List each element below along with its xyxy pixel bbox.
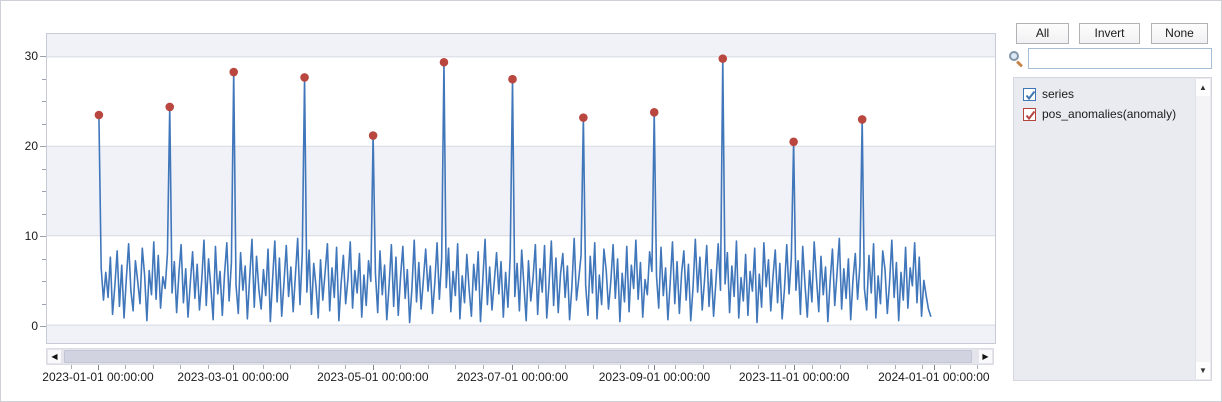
y-major-tick bbox=[40, 236, 46, 237]
x-major-tick bbox=[372, 364, 374, 370]
x-minor-tick bbox=[317, 364, 319, 369]
x-minor-tick bbox=[757, 364, 759, 369]
down-arrow-glyph: ▼ bbox=[1199, 366, 1207, 375]
y-tick-label: 20 bbox=[24, 139, 38, 153]
x-minor-tick bbox=[125, 364, 127, 369]
x-minor-tick bbox=[207, 364, 209, 369]
search-icon bbox=[1009, 51, 1024, 68]
x-tick-label: 2023-05-01 00:00:00 bbox=[317, 370, 429, 384]
x-minor-tick bbox=[400, 364, 402, 369]
y-major-tick bbox=[40, 146, 46, 147]
x-minor-tick bbox=[262, 364, 264, 369]
x-minor-tick bbox=[592, 364, 594, 369]
legend-item-series[interactable]: series bbox=[1023, 85, 1074, 103]
legend-item-label: series bbox=[1042, 87, 1075, 101]
x-minor-tick bbox=[482, 364, 484, 369]
x-minor-tick bbox=[70, 364, 72, 369]
chart-canvas[interactable] bbox=[47, 34, 995, 343]
legend-search-input[interactable] bbox=[1028, 48, 1212, 69]
x-minor-tick bbox=[785, 364, 786, 369]
x-minor-tick bbox=[290, 364, 292, 369]
invert-selection-button[interactable]: Invert bbox=[1079, 23, 1140, 44]
x-major-tick bbox=[794, 364, 796, 370]
up-arrow-glyph: ▲ bbox=[1199, 83, 1207, 92]
left-arrow-glyph: ◀ bbox=[51, 352, 58, 361]
x-major-tick bbox=[933, 364, 935, 370]
y-minor-tick bbox=[42, 213, 46, 215]
magnifier-handle bbox=[1015, 60, 1024, 68]
right-arrow-glyph: ▶ bbox=[982, 352, 989, 361]
x-minor-tick bbox=[455, 364, 457, 369]
x-minor-tick bbox=[702, 364, 704, 369]
y-minor-tick bbox=[42, 78, 46, 80]
y-minor-tick bbox=[42, 303, 46, 305]
x-minor-tick bbox=[675, 364, 677, 369]
y-minor-tick bbox=[42, 191, 46, 192]
x-tick-label: 2023-01-01 00:00:00 bbox=[42, 370, 154, 384]
x-minor-tick bbox=[345, 364, 347, 369]
x-major-tick bbox=[233, 364, 235, 370]
x-tick-label: 2023-07-01 00:00:00 bbox=[456, 370, 569, 384]
x-tick-label: 2023-11-01 00:00:00 bbox=[738, 370, 850, 384]
legend-item-label: pos_anomalies(anomaly) bbox=[1042, 107, 1177, 121]
y-minor-tick bbox=[42, 123, 46, 125]
x-major-tick bbox=[512, 364, 514, 370]
x-tick-label: 2023-03-01 00:00:00 bbox=[177, 370, 289, 384]
x-tick-label: 2023-09-01 00:00:00 bbox=[598, 370, 711, 384]
x-minor-tick bbox=[922, 364, 924, 369]
select-none-button[interactable]: None bbox=[1151, 23, 1208, 44]
x-minor-tick bbox=[867, 364, 869, 369]
x-minor-tick bbox=[620, 364, 622, 369]
scroll-left-icon[interactable]: ◀ bbox=[47, 349, 62, 364]
x-major-tick bbox=[654, 364, 656, 370]
legend-list-scrollbar[interactable]: ▲ ▼ bbox=[1195, 79, 1210, 379]
series-checkbox[interactable] bbox=[1023, 87, 1036, 101]
y-tick-label: 30 bbox=[24, 49, 38, 63]
y-minor-tick bbox=[42, 101, 46, 102]
chart-plot-area[interactable] bbox=[46, 33, 996, 344]
x-minor-tick bbox=[427, 364, 429, 369]
legend-item-pos-anomalies[interactable]: pos_anomalies(anomaly) bbox=[1023, 105, 1176, 123]
select-all-button[interactable]: All bbox=[1016, 23, 1069, 44]
y-minor-tick bbox=[42, 281, 46, 282]
x-minor-tick bbox=[647, 364, 649, 369]
y-minor-tick bbox=[42, 258, 46, 260]
y-major-tick bbox=[40, 56, 46, 57]
x-minor-tick bbox=[977, 364, 979, 369]
x-minor-tick bbox=[537, 364, 539, 369]
horizontal-scrollbar-thumb[interactable] bbox=[64, 350, 972, 363]
x-minor-tick bbox=[839, 364, 841, 369]
scroll-up-icon[interactable]: ▲ bbox=[1196, 79, 1210, 96]
y-major-tick bbox=[40, 326, 46, 327]
pos-anomalies-checkbox[interactable] bbox=[1023, 107, 1036, 121]
x-minor-tick bbox=[730, 364, 732, 369]
legend-series-list[interactable]: series pos_anomalies(anomaly) ▲ ▼ bbox=[1013, 77, 1212, 381]
x-minor-tick bbox=[180, 364, 182, 369]
x-major-tick bbox=[98, 364, 99, 370]
scroll-down-icon[interactable]: ▼ bbox=[1196, 362, 1210, 379]
x-minor-tick bbox=[894, 364, 896, 369]
y-tick-label: 10 bbox=[24, 229, 38, 243]
y-minor-tick bbox=[42, 168, 46, 170]
x-minor-tick bbox=[565, 364, 567, 369]
x-minor-tick bbox=[949, 364, 951, 369]
scroll-right-icon[interactable]: ▶ bbox=[978, 349, 993, 364]
y-tick-label: 0 bbox=[31, 319, 38, 333]
magnifier-lens bbox=[1009, 51, 1019, 61]
x-minor-tick bbox=[812, 364, 814, 369]
x-tick-label: 2024-01-01 00:00:00 bbox=[878, 370, 990, 384]
x-minor-tick bbox=[152, 364, 154, 369]
horizontal-scrollbar[interactable]: ◀ ▶ bbox=[46, 348, 994, 365]
